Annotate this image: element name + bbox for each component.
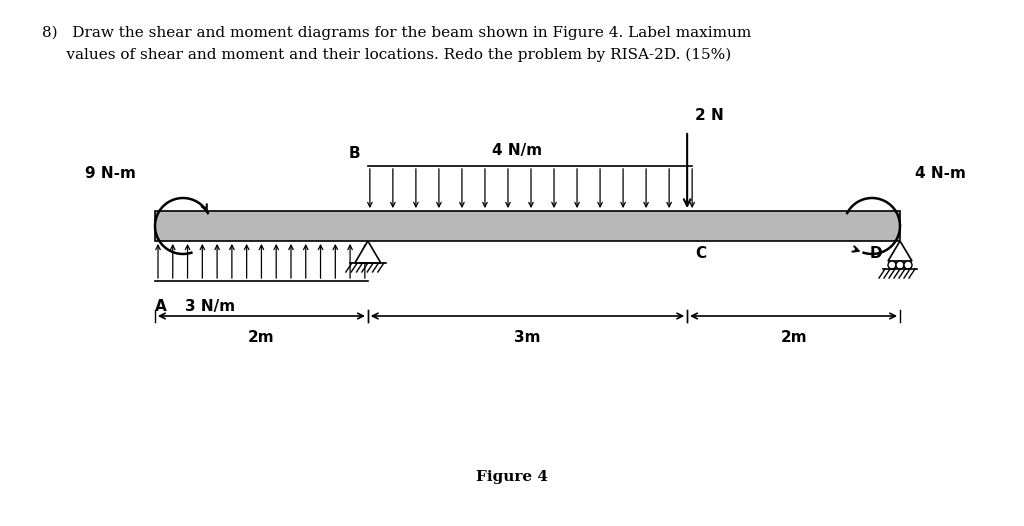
Text: 4 N-m: 4 N-m (915, 166, 966, 181)
Bar (155, 211, 900, 241)
Text: 3m: 3m (514, 330, 541, 345)
Text: C: C (695, 246, 707, 261)
Text: 9 N-m: 9 N-m (85, 166, 136, 181)
Polygon shape (888, 241, 912, 261)
Text: 3 N/m: 3 N/m (185, 299, 236, 314)
Text: 8)   Draw the shear and moment diagrams for the beam shown in Figure 4. Label ma: 8) Draw the shear and moment diagrams fo… (42, 26, 752, 41)
Text: 4 N/m: 4 N/m (493, 143, 543, 158)
Text: values of shear and moment and their locations. Redo the problem by RISA-2D. (15: values of shear and moment and their loc… (42, 48, 731, 63)
Circle shape (904, 261, 912, 269)
Circle shape (888, 261, 896, 269)
Text: B: B (348, 146, 359, 161)
Text: D: D (870, 246, 883, 261)
Text: 2m: 2m (780, 330, 807, 345)
Text: Figure 4: Figure 4 (476, 470, 548, 484)
Text: 2 N: 2 N (695, 108, 724, 123)
Polygon shape (355, 241, 381, 263)
Text: A: A (155, 299, 167, 314)
Text: 2m: 2m (248, 330, 274, 345)
Circle shape (896, 261, 904, 269)
